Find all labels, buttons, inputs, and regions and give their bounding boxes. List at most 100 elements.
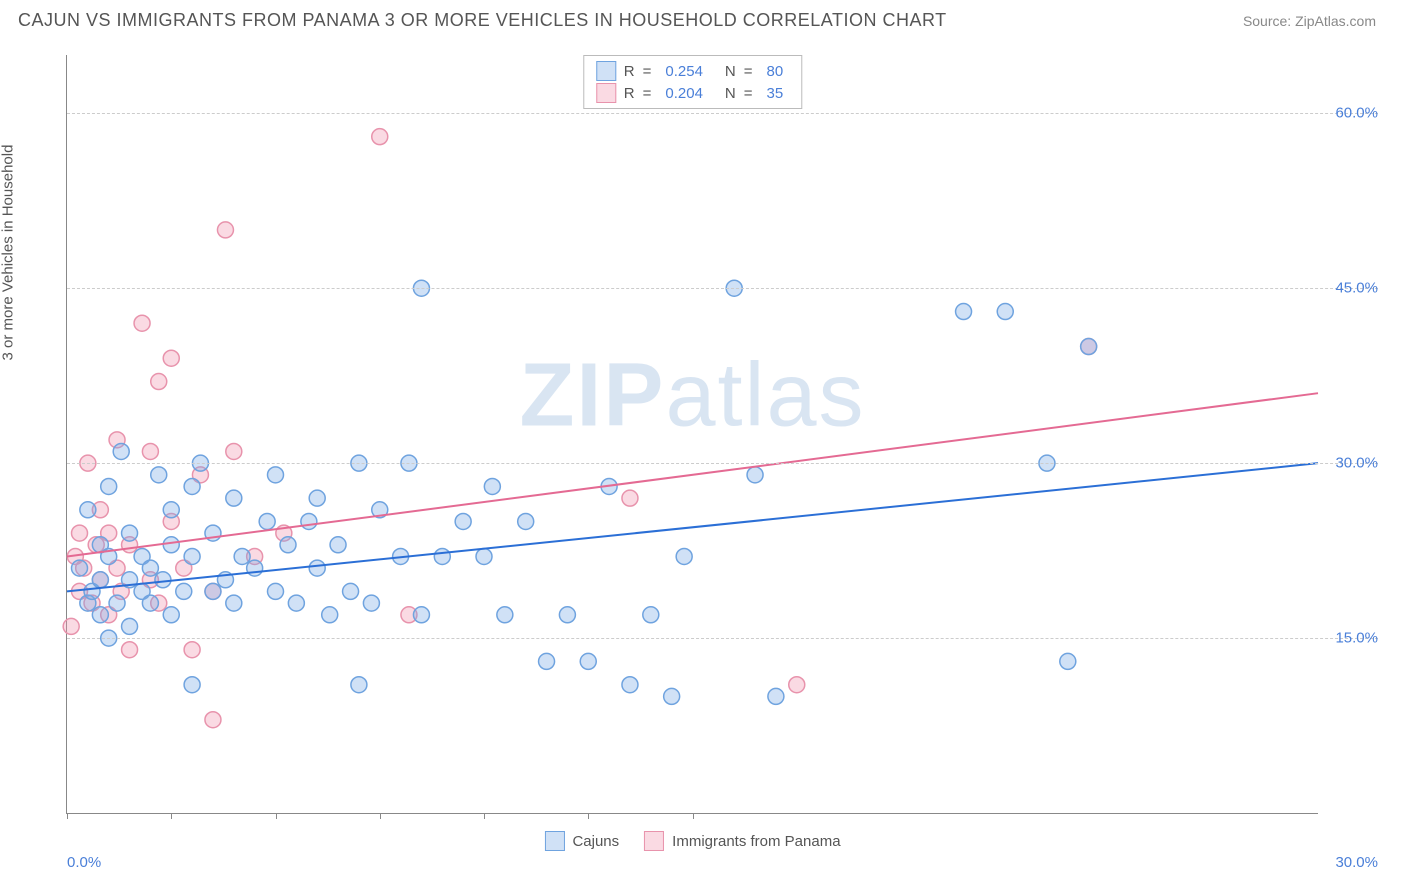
data-point [363,595,379,611]
legend-row-panama: R=0.204 N=35 [596,82,789,104]
data-point [80,502,96,518]
data-point [539,653,555,669]
y-tick-label: 15.0% [1323,630,1378,647]
data-point [301,513,317,529]
swatch-panama-bottom [644,831,664,851]
data-point [455,513,471,529]
data-point [372,129,388,145]
data-point [997,304,1013,320]
x-tick [588,813,589,819]
data-point [747,467,763,483]
legend-row-cajuns: R=0.254 N=80 [596,60,789,82]
data-point [205,712,221,728]
data-point [559,607,575,623]
data-point [142,443,158,459]
data-point [643,607,659,623]
data-point [109,595,125,611]
x-tick [380,813,381,819]
plot-area: ZIPatlas R=0.254 N=80 R=0.204 N=35 Cajun… [66,55,1318,814]
data-point [163,537,179,553]
data-point [122,642,138,658]
data-point [518,513,534,529]
data-point [226,443,242,459]
data-point [155,572,171,588]
swatch-cajuns [596,61,616,81]
source-label: Source: ZipAtlas.com [1243,13,1376,29]
trend-line [67,393,1318,556]
data-point [217,222,233,238]
data-point [163,502,179,518]
data-point [497,607,513,623]
data-point [101,478,117,494]
data-point [72,560,88,576]
data-point [476,548,492,564]
data-point [92,572,108,588]
chart-header: CAJUN VS IMMIGRANTS FROM PANAMA 3 OR MOR… [0,0,1406,31]
data-point [268,467,284,483]
data-point [413,607,429,623]
gridline [67,463,1378,464]
data-point [151,374,167,390]
data-point [134,315,150,331]
gridline [67,113,1378,114]
data-point [622,677,638,693]
y-tick-label: 30.0% [1323,455,1378,472]
data-point [789,677,805,693]
data-point [622,490,638,506]
data-point [351,677,367,693]
data-point [122,525,138,541]
data-point [176,583,192,599]
y-tick-label: 60.0% [1323,105,1378,122]
data-point [184,677,200,693]
legend-bottom: Cajuns Immigrants from Panama [544,831,840,851]
x-tick [693,813,694,819]
data-point [288,595,304,611]
x-tick [484,813,485,819]
gridline [67,288,1378,289]
data-point [322,607,338,623]
data-point [234,548,250,564]
y-axis-label: 3 or more Vehicles in Household [0,144,17,360]
data-point [72,525,88,541]
gridline [67,638,1378,639]
data-point [184,478,200,494]
data-point [309,560,325,576]
data-point [226,490,242,506]
data-point [163,607,179,623]
data-point [309,490,325,506]
data-point [676,548,692,564]
scatter-svg [67,55,1318,813]
data-point [184,642,200,658]
data-point [122,618,138,634]
chart-title: CAJUN VS IMMIGRANTS FROM PANAMA 3 OR MOR… [18,10,947,31]
swatch-cajuns-bottom [544,831,564,851]
legend-item-cajuns: Cajuns [544,831,619,851]
x-tick-max: 30.0% [1335,854,1378,871]
chart-container: 3 or more Vehicles in Household ZIPatlas… [18,45,1388,874]
x-tick [171,813,172,819]
data-point [205,583,221,599]
data-point [280,537,296,553]
data-point [580,653,596,669]
data-point [664,688,680,704]
data-point [142,560,158,576]
legend-top: R=0.254 N=80 R=0.204 N=35 [583,55,802,109]
y-tick-label: 45.0% [1323,280,1378,297]
data-point [163,350,179,366]
data-point [956,304,972,320]
data-point [259,513,275,529]
data-point [92,607,108,623]
data-point [484,478,500,494]
data-point [63,618,79,634]
data-point [768,688,784,704]
data-point [268,583,284,599]
data-point [1081,339,1097,355]
data-point [1060,653,1076,669]
data-point [184,548,200,564]
data-point [434,548,450,564]
data-point [330,537,346,553]
data-point [113,443,129,459]
data-point [343,583,359,599]
data-point [142,595,158,611]
legend-item-panama: Immigrants from Panama [644,831,840,851]
